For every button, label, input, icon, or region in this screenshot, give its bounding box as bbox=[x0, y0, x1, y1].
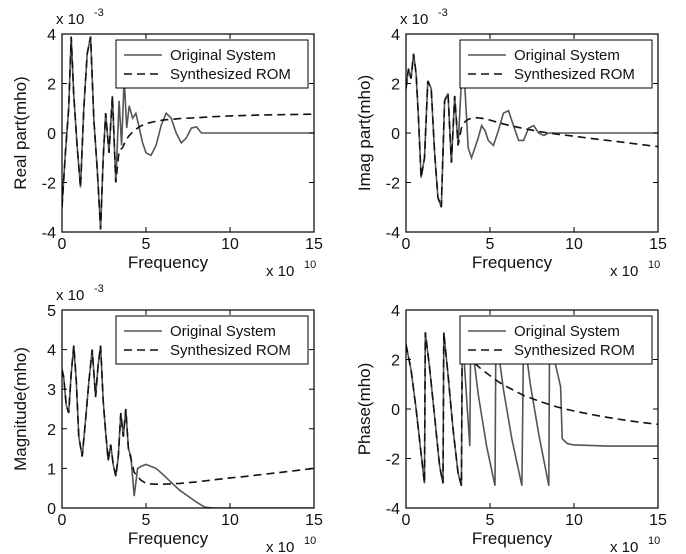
series-line-synthesized-rom bbox=[406, 53, 658, 208]
y-tick-label: -2 bbox=[42, 176, 56, 193]
axes-frame bbox=[61, 309, 315, 509]
legend-label: Synthesized ROM bbox=[170, 66, 291, 83]
y-tick-label: -4 bbox=[42, 225, 56, 242]
x-axis-multiplier: x 10 bbox=[610, 263, 638, 280]
y-tick-label: 2 bbox=[47, 422, 56, 439]
y-tick-label: -4 bbox=[386, 225, 400, 242]
y-tick-label: 0 bbox=[391, 402, 400, 419]
legend-box bbox=[459, 39, 653, 89]
legend: Original System Synthesized ROM bbox=[115, 39, 309, 89]
y-axis-multiplier: x 10 bbox=[56, 11, 84, 28]
legend: Original System Synthesized ROM bbox=[115, 315, 309, 365]
x-axis-exponent: 10 bbox=[648, 535, 660, 547]
x-tick-label: 0 bbox=[58, 236, 67, 253]
series-line-synthesized-rom bbox=[62, 345, 314, 485]
x-axis-exponent: 10 bbox=[304, 535, 316, 547]
subplot-1: 0 5 10 15 -4 -2 0 2 4 Frequency x 10 10 x 10 -3 Real p… bbox=[11, 7, 323, 280]
y-axis-multiplier: x 10 bbox=[400, 11, 428, 28]
x-tick-label: 0 bbox=[402, 236, 411, 253]
x-tick-label: 0 bbox=[402, 512, 411, 529]
x-tick-label: 10 bbox=[565, 512, 583, 529]
x-tick-label: 15 bbox=[305, 236, 323, 253]
x-tick-label: 15 bbox=[649, 512, 667, 529]
y-tick-label: 5 bbox=[47, 303, 56, 320]
legend-label: Synthesized ROM bbox=[170, 342, 291, 359]
x-tick-label: 15 bbox=[649, 236, 667, 253]
y-tick-label: 4 bbox=[391, 27, 400, 44]
series-line-synthesized-rom bbox=[62, 36, 314, 230]
y-axis-label: Real part(mho) bbox=[11, 76, 30, 189]
x-axis-multiplier: x 10 bbox=[266, 263, 294, 280]
y-axis-multiplier: x 10 bbox=[56, 287, 84, 304]
x-tick-label: 10 bbox=[221, 512, 239, 529]
y-tick-label: 2 bbox=[391, 353, 400, 370]
y-tick-label: 4 bbox=[391, 303, 400, 320]
subplot-2: 0 5 10 15 -4 -2 0 2 4 Frequency x 10 10 x 10 -3 Imag p… bbox=[355, 7, 667, 280]
legend-label: Synthesized ROM bbox=[514, 66, 635, 83]
x-axis-label: Frequency bbox=[472, 253, 553, 272]
y-tick-label: 1 bbox=[47, 461, 56, 478]
y-tick-label: 0 bbox=[391, 126, 400, 143]
subplot-4: 0 5 10 15 -4 -2 0 2 4 Frequency x 10 10 Phase(mho) Or… bbox=[355, 303, 667, 554]
legend-label: Original System bbox=[514, 47, 620, 64]
legend: Original System Synthesized ROM bbox=[459, 315, 653, 365]
y-tick-label: 3 bbox=[47, 382, 56, 399]
y-tick-label: -2 bbox=[386, 452, 400, 469]
x-axis-exponent: 10 bbox=[304, 259, 316, 271]
x-axis-multiplier: x 10 bbox=[610, 539, 638, 554]
x-tick-label: 5 bbox=[142, 512, 151, 529]
x-tick-label: 5 bbox=[142, 236, 151, 253]
x-tick-label: 10 bbox=[221, 236, 239, 253]
legend-box bbox=[459, 315, 653, 365]
y-axis-exponent: -3 bbox=[94, 7, 104, 19]
y-axis-exponent: -3 bbox=[94, 283, 104, 295]
legend-label: Synthesized ROM bbox=[514, 342, 635, 359]
y-tick-label: 2 bbox=[391, 77, 400, 94]
x-axis-multiplier: x 10 bbox=[266, 539, 294, 554]
x-axis-label: Frequency bbox=[472, 529, 553, 548]
y-tick-label: -4 bbox=[386, 501, 400, 518]
x-axis-label: Frequency bbox=[128, 253, 209, 272]
y-tick-label: -2 bbox=[386, 176, 400, 193]
x-tick-label: 15 bbox=[305, 512, 323, 529]
y-tick-label: 0 bbox=[47, 501, 56, 518]
legend-box bbox=[115, 315, 309, 365]
series-line-original-system bbox=[62, 345, 314, 508]
x-tick-label: 0 bbox=[58, 512, 67, 529]
legend-box bbox=[115, 39, 309, 89]
y-axis-exponent: -3 bbox=[438, 7, 448, 19]
y-tick-label: 2 bbox=[47, 77, 56, 94]
x-tick-label: 5 bbox=[486, 512, 495, 529]
legend-label: Original System bbox=[170, 323, 276, 340]
x-axis-label: Frequency bbox=[128, 529, 209, 548]
y-tick-label: 4 bbox=[47, 343, 56, 360]
y-tick-label: 0 bbox=[47, 126, 56, 143]
legend-label: Original System bbox=[170, 47, 276, 64]
x-tick-label: 5 bbox=[486, 236, 495, 253]
y-axis-label: Phase(mho) bbox=[355, 363, 374, 456]
legend: Original System Synthesized ROM bbox=[459, 39, 653, 89]
y-axis-label: Imag part(mho) bbox=[355, 75, 374, 191]
x-tick-label: 10 bbox=[565, 236, 583, 253]
x-axis-exponent: 10 bbox=[648, 259, 660, 271]
y-tick-label: 4 bbox=[47, 27, 56, 44]
legend-label: Original System bbox=[514, 323, 620, 340]
y-axis-label: Magnitude(mho) bbox=[11, 347, 30, 471]
